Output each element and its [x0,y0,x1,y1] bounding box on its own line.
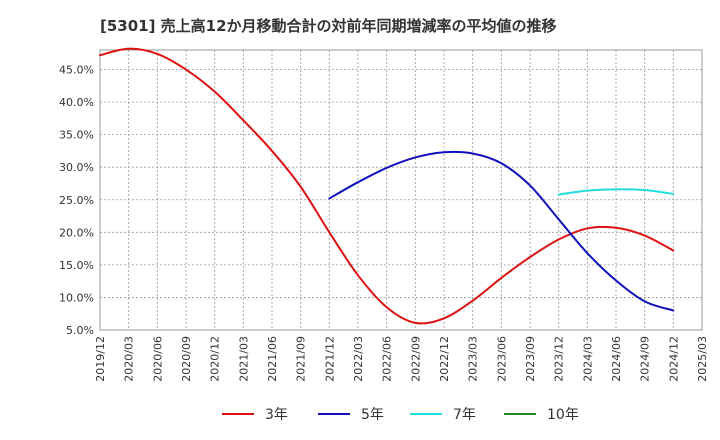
x-tick-label: 2019/12 [94,336,107,382]
x-tick-label: 2024/06 [610,336,623,382]
x-tick-label: 2020/12 [209,336,222,382]
series-line-0 [99,47,675,325]
x-tick-label: 2022/06 [381,336,394,382]
legend-label-3: 10年 [547,407,579,423]
x-tick-label: 2023/03 [467,336,480,382]
x-tick-label: 2023/09 [524,336,537,382]
x-axis: 2019/12 2020/03 2020/06 2020/09 2020/12 2021/… [94,336,709,382]
x-tick-label: 2022/03 [352,336,365,382]
y-tick-label: 30.0% [59,161,94,174]
y-axis: 5.0% 10.0% 15.0% 20.0% 25.0% 30.0% 35.0% 40.0% 4… [59,64,94,337]
x-tick-label: 2021/12 [323,336,336,382]
x-tick-label: 2021/06 [266,336,279,382]
x-tick-label: 2020/03 [123,336,136,382]
y-tick-label: 15.0% [59,259,94,272]
x-tick-label: 2021/03 [237,336,250,382]
legend: 3年 5年 7年 10年 [222,407,579,423]
x-tick-label: 2020/06 [151,336,164,382]
series-line-2 [557,188,675,196]
series-lines [99,47,675,325]
x-tick-label: 2025/03 [696,336,709,382]
x-tick-label: 2022/12 [438,336,451,382]
legend-label-1: 5年 [361,407,384,423]
x-tick-label: 2022/09 [409,336,422,382]
legend-label-2: 7年 [453,407,476,423]
x-tick-label: 2023/12 [553,336,566,382]
x-tick-label: 2024/12 [667,336,680,382]
y-tick-label: 40.0% [59,96,94,109]
x-tick-label: 2020/09 [180,336,193,382]
series-line-1 [328,150,675,312]
x-tick-label: 2024/09 [639,336,652,382]
y-tick-label: 45.0% [59,64,94,77]
y-tick-label: 20.0% [59,226,94,239]
y-tick-label: 5.0% [66,324,94,337]
y-tick-label: 25.0% [59,194,94,207]
x-tick-label: 2021/09 [295,336,308,382]
x-tick-label: 2024/03 [581,336,594,382]
legend-label-0: 3年 [265,407,288,423]
grid [99,50,703,331]
y-tick-label: 10.0% [59,291,94,304]
y-tick-label: 35.0% [59,129,94,142]
chart-title: [5301] 売上高12か月移動合計の対前年同期増減率の平均値の推移 [100,17,557,35]
x-tick-label: 2023/06 [495,336,508,382]
